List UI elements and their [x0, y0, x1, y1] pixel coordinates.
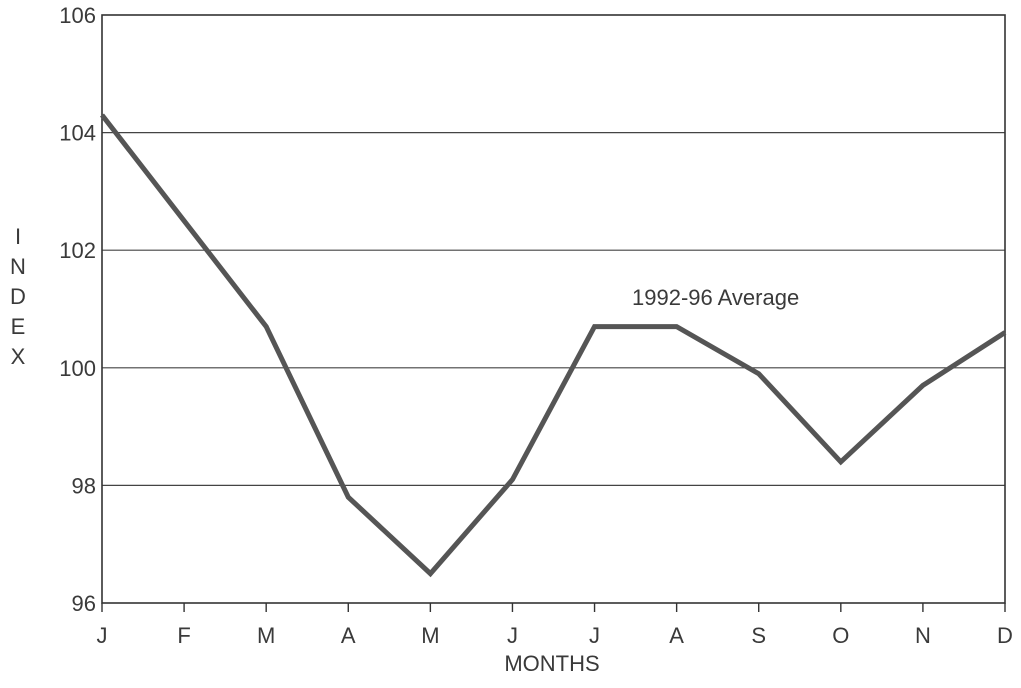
grid-lines: [102, 132, 1005, 486]
y-tick-label: 104: [59, 121, 96, 146]
x-tick-label: A: [669, 623, 684, 648]
y-axis-label-letter: X: [11, 344, 26, 369]
x-tick-label: S: [751, 623, 766, 648]
y-axis-label-letter: D: [10, 284, 26, 309]
x-tick-label: J: [589, 623, 600, 648]
x-tick-label: F: [177, 623, 190, 648]
x-tick-label: J: [97, 623, 108, 648]
x-tick-label: J: [507, 623, 518, 648]
y-tick-label: 102: [59, 238, 96, 263]
y-tick-label: 98: [72, 473, 96, 498]
x-tick-label: D: [997, 623, 1013, 648]
y-axis-label-letter: N: [10, 254, 26, 279]
plot-frame: [101, 14, 1006, 604]
x-tick-label: N: [915, 623, 931, 648]
x-tick-label: M: [421, 623, 439, 648]
y-tick-label: 96: [72, 591, 96, 616]
x-tick-label: O: [832, 623, 849, 648]
x-tick-label: A: [341, 623, 356, 648]
y-axis-label-letter: E: [11, 314, 26, 339]
y-tick-label: 106: [59, 3, 96, 28]
series-annotation: 1992-96 Average: [632, 285, 799, 310]
y-tick-label: 100: [59, 356, 96, 381]
y-axis-label-letter: I: [15, 224, 21, 249]
x-axis-label: MONTHS: [504, 651, 599, 676]
x-tick-label: M: [257, 623, 275, 648]
y-tick-labels: 96 98 100 102 104 106: [59, 3, 96, 616]
series-line-1992-96-average: [100, 113, 1007, 578]
x-tick-marks: [101, 603, 1006, 612]
